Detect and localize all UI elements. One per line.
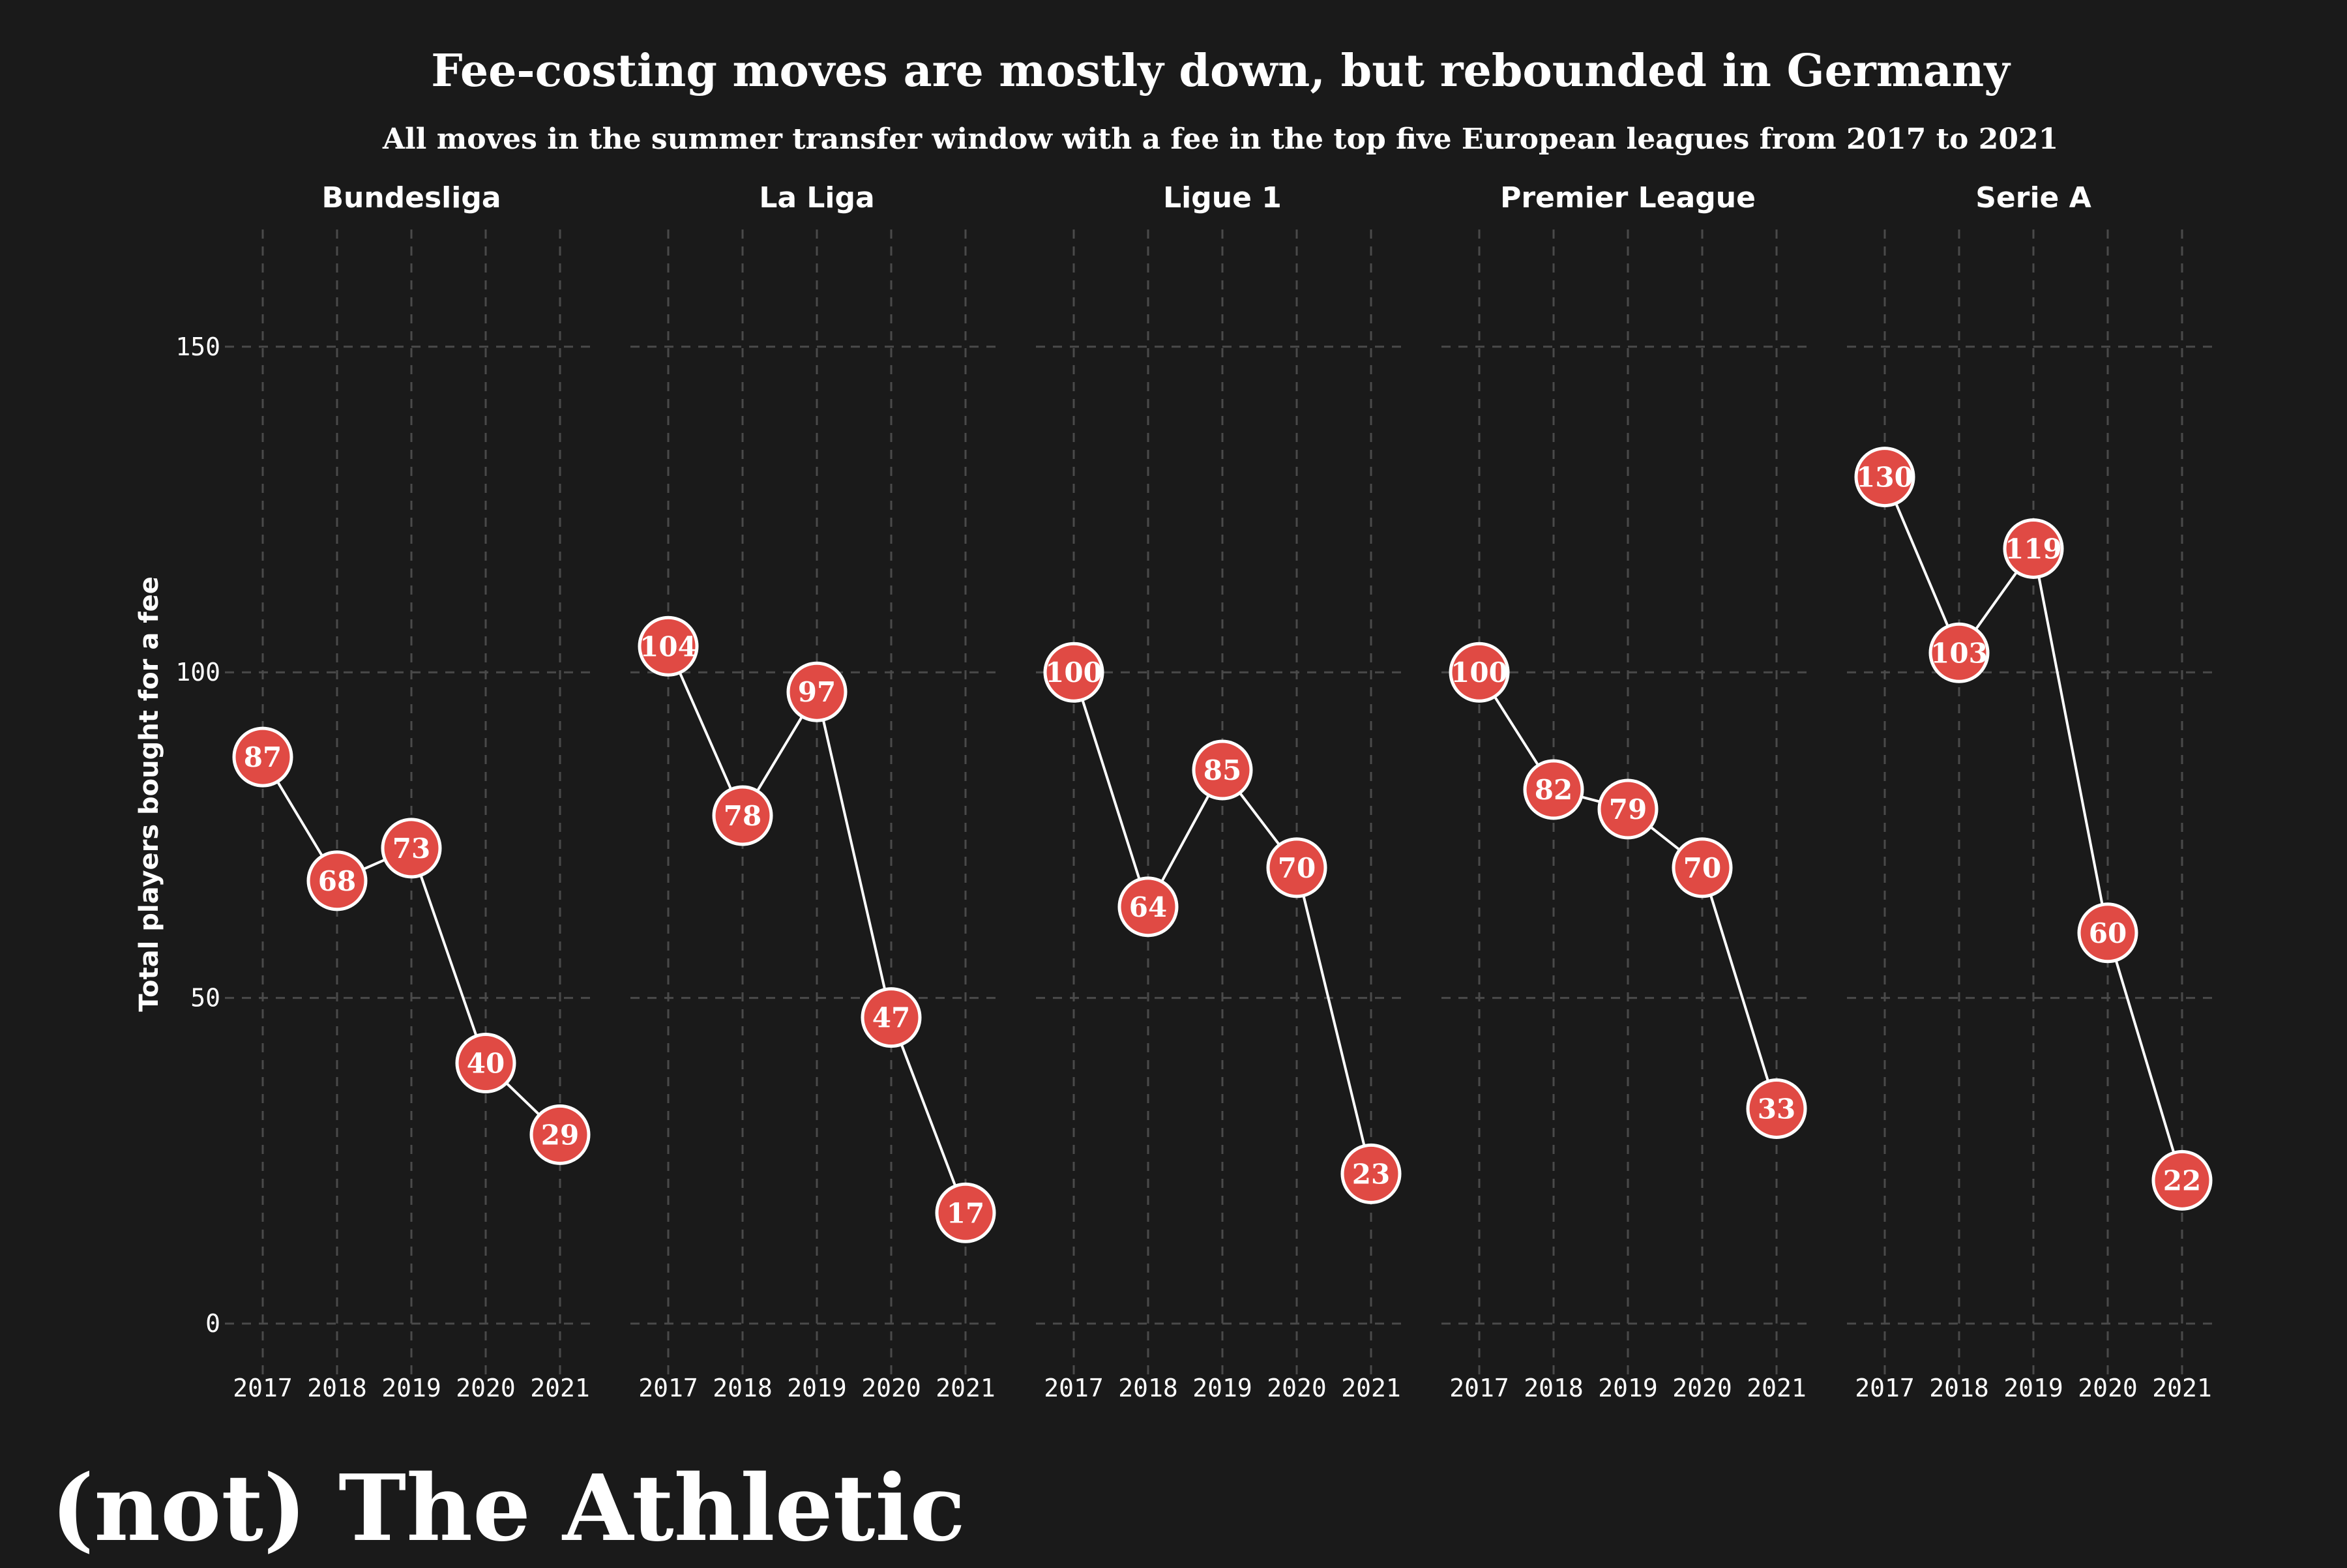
facet-panels: Bundesliga 2017 2018 2019 2020 2021 87 68 73 40 29… xyxy=(225,181,2220,1402)
data-label: 79 xyxy=(1609,793,1647,825)
data-point xyxy=(1746,1078,1807,1139)
x-tick-label: 2017 xyxy=(1449,1374,1509,1402)
data-label: 78 xyxy=(724,800,761,832)
x-tick-label: 2021 xyxy=(1747,1374,1807,1402)
x-tick-label: 2021 xyxy=(1341,1374,1401,1402)
facet-panel: Ligue 1 2017 2018 2019 2020 2021 100 64 85 70 23 xyxy=(1036,181,1409,1402)
data-label: 60 xyxy=(2089,917,2127,949)
chart-subtitle: All moves in the summer transfer window … xyxy=(382,123,2058,156)
x-tick-label: 2018 xyxy=(1929,1374,1989,1402)
data-label: 130 xyxy=(1856,462,1913,494)
data-point xyxy=(529,1104,591,1165)
x-tick-label: 2020 xyxy=(1672,1374,1732,1402)
facet-panel: La Liga 2017 2018 2019 2020 2021 104 78 97 47 17 xyxy=(630,181,1003,1402)
data-label: 70 xyxy=(1683,852,1721,884)
data-label: 100 xyxy=(1451,657,1508,688)
x-tick-label: 2020 xyxy=(861,1374,921,1402)
facet-panel: Bundesliga 2017 2018 2019 2020 2021 87 68 73 40 29 xyxy=(225,181,598,1402)
x-tick-label: 2019 xyxy=(787,1374,847,1402)
data-label: 82 xyxy=(1535,774,1572,806)
data-point xyxy=(1854,447,1915,508)
data-point xyxy=(1340,1143,1402,1204)
data-point xyxy=(381,818,442,879)
x-tick-label: 2017 xyxy=(1044,1374,1104,1402)
x-tick-label: 2020 xyxy=(456,1374,516,1402)
data-label: 17 xyxy=(947,1197,984,1229)
facet-title: La Liga xyxy=(759,181,874,214)
data-label: 40 xyxy=(467,1048,505,1080)
data-point xyxy=(935,1182,996,1243)
data-label: 64 xyxy=(1129,891,1167,923)
data-label: 100 xyxy=(1045,657,1102,688)
facet-title: Ligue 1 xyxy=(1163,181,1282,214)
data-point xyxy=(1266,837,1327,898)
data-point xyxy=(638,615,699,677)
x-tick-label: 2019 xyxy=(1192,1374,1252,1402)
data-label: 103 xyxy=(1930,637,1988,669)
data-point xyxy=(1523,759,1584,820)
x-tick-label: 2018 xyxy=(1118,1374,1178,1402)
x-tick-label: 2020 xyxy=(2078,1374,2138,1402)
data-label: 23 xyxy=(1352,1158,1390,1190)
data-label: 22 xyxy=(2163,1164,2201,1196)
y-axis-ticks: 0 50 100 150 xyxy=(175,333,220,1338)
brand-watermark: (not) The Athletic xyxy=(51,1455,966,1562)
data-point xyxy=(712,785,773,846)
data-point xyxy=(1117,876,1179,938)
data-point xyxy=(455,1033,516,1094)
data-point xyxy=(2077,902,2138,964)
x-tick-label: 2019 xyxy=(1598,1374,1658,1402)
data-label: 119 xyxy=(2005,533,2062,565)
data-label: 68 xyxy=(318,865,356,897)
data-point xyxy=(1597,778,1659,840)
data-point xyxy=(232,726,293,788)
x-tick-label: 2018 xyxy=(713,1374,773,1402)
x-tick-label: 2021 xyxy=(530,1374,590,1402)
data-point xyxy=(1449,642,1510,703)
x-tick-label: 2017 xyxy=(233,1374,293,1402)
y-tick-label: 0 xyxy=(205,1309,220,1338)
x-tick-label: 2017 xyxy=(638,1374,698,1402)
facet-title: Bundesliga xyxy=(321,181,501,214)
data-label: 97 xyxy=(798,676,836,708)
data-point xyxy=(861,987,922,1048)
x-tick-label: 2019 xyxy=(2003,1374,2063,1402)
data-point xyxy=(1672,837,1733,898)
y-tick-label: 50 xyxy=(190,984,220,1013)
data-label: 87 xyxy=(244,741,282,773)
data-label: 29 xyxy=(541,1119,579,1151)
data-label: 85 xyxy=(1203,754,1241,786)
y-tick-label: 100 xyxy=(175,658,220,687)
data-point xyxy=(1192,739,1253,801)
x-tick-label: 2021 xyxy=(2152,1374,2212,1402)
data-label: 70 xyxy=(1278,852,1316,884)
x-tick-label: 2021 xyxy=(936,1374,996,1402)
x-tick-label: 2017 xyxy=(1855,1374,1915,1402)
facet-title: Premier League xyxy=(1500,181,1756,214)
x-tick-label: 2019 xyxy=(381,1374,441,1402)
x-tick-label: 2020 xyxy=(1267,1374,1327,1402)
facet-panel: Serie A 2017 2018 2019 2020 2021 130 103 119 60 22 xyxy=(1847,181,2220,1402)
x-tick-label: 2018 xyxy=(1524,1374,1584,1402)
data-label: 33 xyxy=(1758,1093,1795,1125)
data-point xyxy=(786,661,848,722)
data-point xyxy=(306,850,368,911)
data-point xyxy=(1928,622,1990,683)
chart-title: Fee-costing moves are mostly down, but r… xyxy=(431,45,2011,97)
data-point xyxy=(2003,518,2064,579)
x-tick-label: 2018 xyxy=(307,1374,367,1402)
y-axis-label: Total players bought for a fee xyxy=(134,576,164,1012)
facet-panel: Premier League 2017 2018 2019 2020 2021 100 82 7… xyxy=(1441,181,1814,1402)
data-label: 73 xyxy=(392,833,430,865)
y-tick-label: 150 xyxy=(175,333,220,361)
data-label: 104 xyxy=(640,630,697,662)
data-point xyxy=(2151,1149,2213,1211)
facet-title: Serie A xyxy=(1975,181,2091,214)
data-point xyxy=(1043,642,1104,703)
data-label: 47 xyxy=(872,1002,910,1034)
